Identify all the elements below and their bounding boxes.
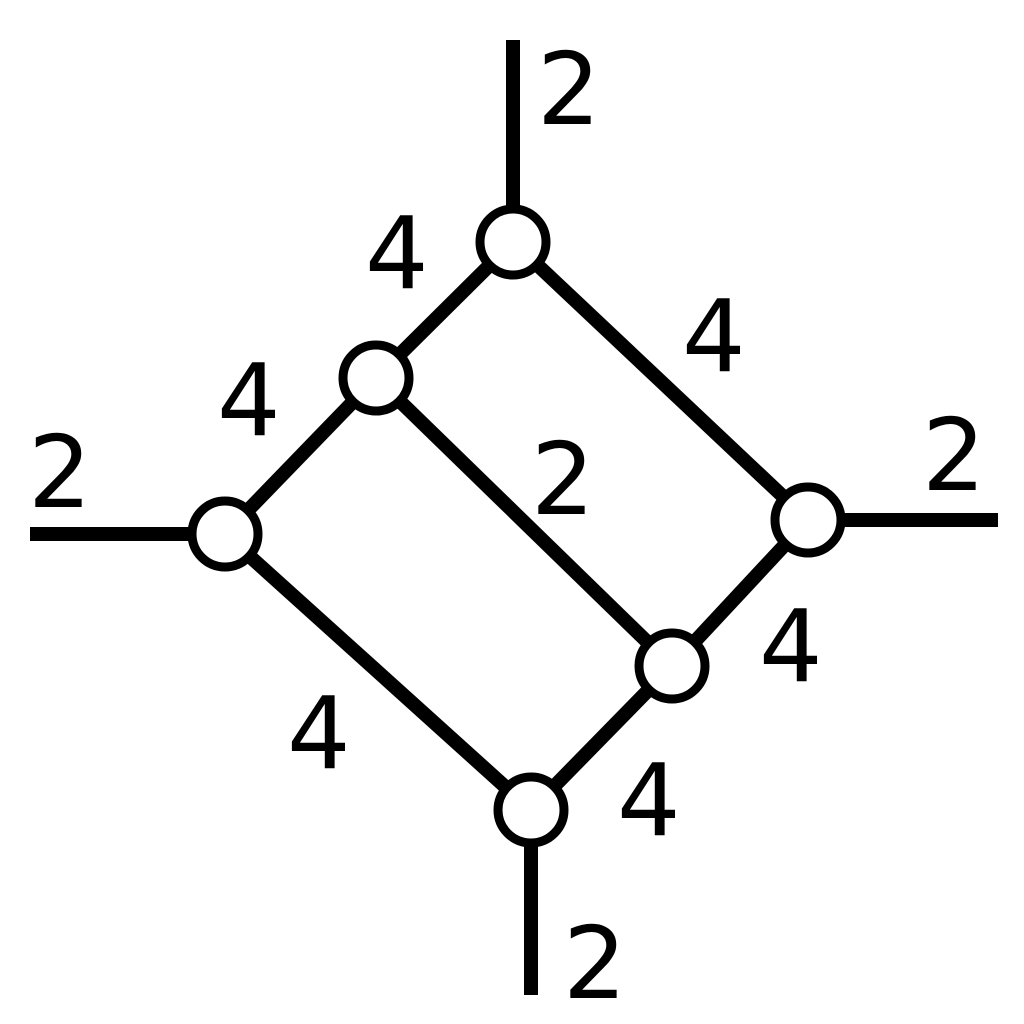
label-right-stub: 2 bbox=[922, 397, 986, 514]
node-F bbox=[493, 772, 569, 848]
label-B-C: 4 bbox=[217, 342, 281, 459]
edge-C-F bbox=[220, 528, 536, 816]
node-C bbox=[187, 496, 263, 572]
label-B-E: 2 bbox=[531, 421, 595, 538]
nodes bbox=[187, 204, 846, 848]
node-D bbox=[770, 482, 846, 558]
edge-A-D bbox=[508, 236, 813, 526]
edge-labels: 2 2 2 2 4 4 4 2 4 4 4 bbox=[28, 31, 986, 1022]
edge-B-E bbox=[371, 372, 677, 672]
edges bbox=[30, 40, 998, 995]
label-left-stub: 2 bbox=[28, 414, 92, 531]
label-E-F: 4 bbox=[617, 742, 681, 859]
label-bottom-stub: 2 bbox=[563, 905, 627, 1022]
label-D-E: 4 bbox=[759, 588, 823, 705]
node-A bbox=[475, 204, 551, 280]
label-top-stub: 2 bbox=[537, 31, 601, 148]
label-A-D: 4 bbox=[682, 278, 746, 395]
node-B bbox=[338, 340, 414, 416]
label-A-B: 4 bbox=[365, 195, 429, 312]
node-E bbox=[634, 628, 710, 704]
label-C-F: 4 bbox=[287, 675, 351, 792]
